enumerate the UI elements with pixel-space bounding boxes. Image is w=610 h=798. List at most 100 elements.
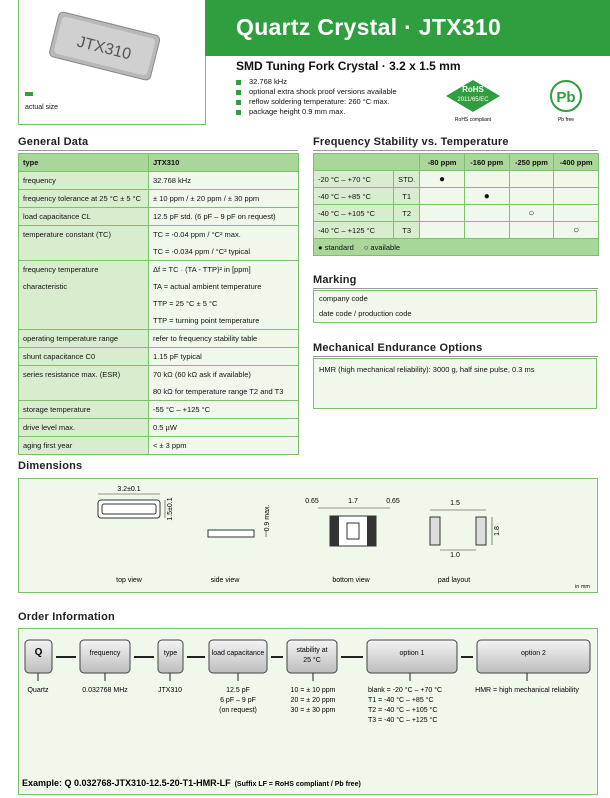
value-text: 32.768 kHz	[153, 176, 191, 185]
bullet-item: package height 0.9 mm max.	[236, 107, 397, 117]
rule	[18, 150, 298, 151]
row-value: Δf = TC · (TA - TTP)² in [ppm] TA = actua…	[148, 260, 299, 330]
table-row: aging first year < ± 3 ppm	[18, 436, 299, 455]
label-text: type	[23, 158, 39, 167]
row-value: TC = -0.04 ppm / °C² max. TC = -0.034 ppm…	[148, 225, 299, 261]
title-bar	[205, 0, 610, 56]
view-label: top view	[116, 577, 143, 584]
row-label: shunt capacitance C0	[18, 347, 149, 366]
section-title: Marking	[313, 274, 357, 286]
order-diagram: Q Quartz frequency 0.032768 MHz type JTX310 lo…	[22, 639, 591, 788]
row-label: aging first year	[18, 436, 149, 455]
mechanical-text: HMR (high mechanical reliability): 3000 …	[319, 365, 535, 374]
value-text: TA = actual ambient temperature	[153, 282, 262, 291]
label-text: frequency	[23, 176, 56, 185]
dim-label: 0.65	[386, 498, 400, 505]
unit-label: in mm	[575, 584, 590, 590]
description: T2 = -40 °C – +105 °C	[368, 706, 437, 714]
bullet-text: package height 0.9 mm max.	[249, 107, 346, 116]
description: (on request)	[219, 707, 257, 714]
legend: ● standard ○ available	[313, 238, 599, 256]
mark-cell: ○	[553, 221, 599, 239]
table-row: frequency temperature characteristic Δf =…	[18, 260, 299, 330]
row-label: storage temperature	[18, 400, 149, 419]
order-box	[286, 639, 338, 674]
bullet	[236, 99, 241, 105]
section-title: Dimensions	[18, 460, 83, 472]
box-label: frequency	[90, 650, 121, 657]
box-label-line: stability at	[296, 647, 327, 654]
dim-label: 3.2±0.1	[117, 486, 140, 493]
header-row: -80 ppm -160 ppm -250 ppm -400 ppm	[312, 153, 599, 171]
label-text: temperature constant (TC)	[23, 230, 111, 239]
dim-label: 1.8	[494, 526, 501, 536]
dimension-drawings: 3.2±0.1 1.5±0.1 0.9 max. 0.65 1.7 0.65 1…	[97, 486, 590, 590]
table-row: type JTX310	[18, 153, 299, 172]
description: T1 = -40 °C – +85 °C	[368, 696, 434, 704]
mark-cell	[463, 170, 510, 188]
row-value: -55 °C – +125 °C	[148, 400, 299, 419]
mark-cell	[553, 204, 599, 222]
row-label: type	[18, 153, 149, 172]
size-marker	[25, 92, 33, 96]
view-label: pad layout	[438, 577, 470, 584]
row-label: drive level max.	[18, 418, 149, 437]
column-header: -80 ppm	[419, 153, 465, 171]
dim-label: 1.0	[450, 552, 460, 559]
example-code: Example: Q 0.032768-JTX310-12.5-20-T1-HM…	[22, 778, 231, 788]
mark-cell	[419, 204, 465, 222]
value-text: 1.15 pF typical	[153, 352, 202, 361]
title: Quartz Crystal · JTX310	[236, 14, 502, 40]
dim-label: 1.5	[450, 500, 460, 507]
order-box	[476, 639, 591, 674]
label-text: frequency tolerance at 25 °C ± 5 °C	[23, 194, 142, 203]
description: 0.032768 MHz	[82, 687, 128, 694]
rule	[313, 356, 598, 357]
section-title: Mechanical Endurance Options	[313, 342, 483, 354]
row-value: ± 10 ppm / ± 20 ppm / ± 30 ppm	[148, 189, 299, 208]
mark-cell	[508, 187, 555, 205]
row-label: frequency	[18, 171, 149, 190]
table-row: load capacitance CL 12.5 pF std. (6 pF – …	[18, 207, 299, 226]
value-text: Δf = TC · (TA - TTP)² in [ppm]	[153, 265, 251, 274]
bullets: 32.768 kHz optional extra shock proof ver…	[236, 77, 397, 117]
box-label: option 2	[521, 650, 546, 657]
value-text: TTP = 25 °C ± 5 °C	[153, 299, 218, 308]
row-label: temperature constant (TC)	[18, 225, 149, 261]
dimensions-box	[18, 478, 598, 593]
rohs-caption: RoHS compliant	[455, 117, 492, 123]
order-box	[366, 639, 458, 674]
row-value: 0.5 µW	[148, 418, 299, 437]
label-text: aging first year	[23, 441, 73, 450]
description: HMR = high mechanical reliability	[475, 687, 579, 694]
table-row: frequency 32.768 kHz	[18, 171, 299, 190]
rohs-directive: 2011/65/EC	[457, 97, 489, 103]
box-label: stability at 25 °C	[296, 647, 327, 664]
description: 6 pF – 9 pF	[220, 697, 256, 704]
row-label: load capacitance CL	[18, 207, 149, 226]
table-row: -20 °C – +70 °C STD. ●	[312, 170, 599, 188]
description: 30 = ± 30 ppm	[291, 707, 336, 714]
label-text: storage temperature	[23, 405, 91, 414]
bullet-text: optional extra shock proof versions avai…	[249, 87, 397, 96]
badges: RoHS 2011/65/EC RoHS compliant Pb Pb fre…	[446, 80, 582, 123]
legend-row: ● standard ○ available	[313, 238, 599, 256]
rule	[313, 288, 598, 289]
value-text: TC = -0.034 ppm / °C² typical	[153, 247, 250, 256]
mark-cell: ●	[419, 170, 465, 188]
value-text: TC = -0.04 ppm / °C² max.	[153, 230, 241, 239]
mark-cell: ●	[463, 187, 510, 205]
box-label: type	[164, 650, 177, 657]
view-label: side view	[211, 577, 241, 584]
rohs-title: RoHS	[462, 85, 484, 94]
mechanical-box: HMR (high mechanical reliability): 3000 …	[313, 358, 597, 409]
row-value: JTX310	[148, 153, 299, 172]
box-label-line: 25 °C	[303, 656, 321, 664]
code: T2	[393, 204, 421, 222]
header-cell	[312, 153, 421, 171]
row-label: frequency tolerance at 25 °C ± 5 °C	[18, 189, 149, 208]
mark-cell: ○	[508, 204, 555, 222]
label-text: series resistance max. (ESR)	[23, 370, 121, 379]
bullet-item: 32.768 kHz	[236, 77, 397, 87]
box-label: Q	[35, 647, 43, 658]
